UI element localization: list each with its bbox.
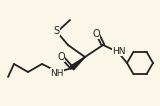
Polygon shape [70, 57, 85, 70]
Text: O: O [92, 29, 100, 39]
Text: S: S [53, 26, 59, 36]
Text: NH: NH [50, 68, 64, 77]
Text: O: O [57, 52, 65, 62]
Text: HN: HN [112, 47, 126, 56]
